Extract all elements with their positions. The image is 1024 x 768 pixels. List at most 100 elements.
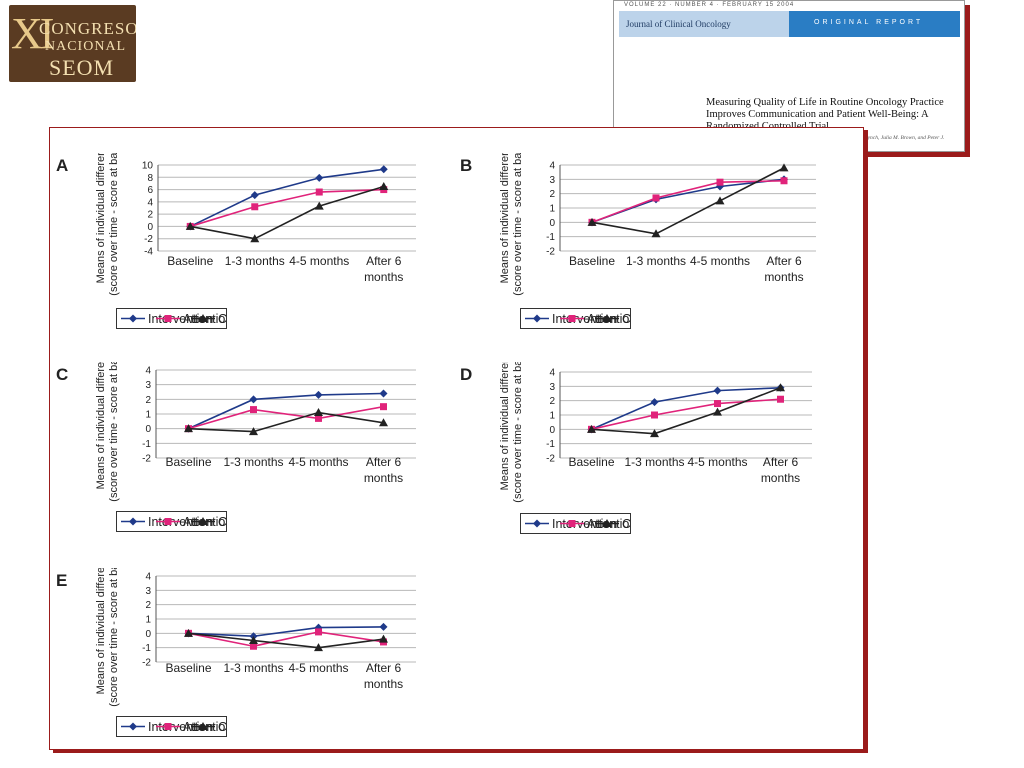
y-tick-label: -4	[144, 247, 153, 258]
x-tick-label: 1-3 months	[223, 455, 283, 469]
x-tick-label: After 6	[763, 455, 799, 469]
data-point-control	[379, 182, 389, 190]
data-point-control	[779, 163, 789, 172]
data-point-attention-control	[780, 177, 788, 185]
data-point-control	[314, 201, 324, 210]
series-line-intervention	[591, 386, 781, 431]
x-tick-label: After 6	[766, 254, 802, 268]
y-tick-label: 0	[549, 425, 555, 436]
data-point-control	[587, 424, 596, 433]
data-point-control	[713, 407, 722, 416]
paper-volume-line: VOLUME 22 · NUMBER 4 · FEBRUARY 15 2004	[624, 2, 795, 8]
y-tick-label: 0	[549, 218, 555, 229]
legend-marker-intervention	[129, 314, 137, 323]
data-point-control	[587, 217, 597, 226]
x-tick-label: 4-5 months	[288, 661, 348, 675]
x-tick-label: 1-3 months	[223, 661, 283, 675]
x-tick-label: 1-3 months	[626, 254, 686, 268]
y-axis-label: Means of individual differences	[95, 568, 107, 694]
legend-marker-attention-control	[568, 520, 576, 527]
y-tick-label: 10	[142, 161, 154, 172]
x-tick-label: After 6	[366, 661, 402, 675]
data-point-control	[379, 634, 388, 643]
data-point-intervention	[379, 389, 388, 398]
journal-band	[619, 11, 789, 37]
y-tick-label: 1	[145, 410, 151, 421]
chart-panel-c: C Means of individual differences (score o…	[56, 362, 416, 502]
chart-legend: InterventionAttention-controlControl	[520, 513, 631, 534]
panel-letter: B	[460, 156, 472, 175]
y-tick-label: -2	[142, 658, 151, 669]
chart-panel-a: A Means of individual differences (score o…	[56, 153, 416, 296]
y-tick-label: 4	[147, 197, 153, 208]
x-tick-label: 1-3 months	[624, 455, 684, 469]
y-tick-label: 2	[145, 395, 151, 406]
legend-marker-attention-control	[164, 723, 172, 730]
legend-label-intervention: Intervention	[552, 517, 617, 531]
x-tick-label: 4-5 months	[687, 455, 747, 469]
legend-entries: InterventionAttention-controlControl	[525, 517, 630, 531]
y-tick-label: 8	[147, 173, 153, 184]
legend-label-control: Control	[622, 312, 630, 326]
y-axis-label: (score over time - score at baseline)	[108, 568, 120, 707]
y-axis-label: (score over time - score at baseline)	[512, 362, 524, 503]
legend-label-control: Control	[622, 517, 630, 531]
chart-legend: InterventionAttention-controlControl	[116, 511, 227, 532]
data-point-intervention	[713, 386, 722, 395]
panel-letter: C	[56, 365, 68, 384]
x-tick-label: 4-5 months	[288, 455, 348, 469]
legend-marker-intervention	[129, 722, 137, 731]
y-tick-label: 2	[147, 210, 153, 221]
legend-marker-control	[198, 314, 208, 322]
series-line-attention-control	[591, 398, 781, 431]
data-point-intervention	[315, 173, 324, 182]
legend-label-intervention: Intervention	[148, 720, 213, 734]
data-point-attention-control	[777, 395, 784, 403]
data-point-attention-control	[652, 194, 660, 202]
y-tick-label: 2	[549, 189, 555, 200]
y-tick-label: -1	[546, 232, 555, 243]
y-tick-label: 3	[145, 380, 151, 391]
y-tick-label: -2	[142, 454, 151, 465]
legend-label-intervention: Intervention	[148, 515, 213, 529]
chart-panel-d: D Means of individual differences (score o…	[460, 362, 812, 503]
logo-line-nacional: NACIONAL	[45, 39, 127, 54]
y-tick-label: 4	[549, 161, 555, 172]
legend-marker-control	[602, 519, 612, 527]
data-point-control	[715, 196, 725, 205]
chart-legend: InterventionAttention-controlControl	[520, 308, 631, 329]
x-tick-label: Baseline	[167, 254, 213, 268]
x-tick-label: 4-5 months	[289, 254, 349, 268]
data-point-control	[379, 418, 388, 427]
data-point-control	[184, 628, 193, 637]
x-tick-label: months	[364, 270, 403, 284]
y-axis-label: Means of individual differences	[95, 362, 107, 489]
series-line-attention-control	[190, 188, 384, 228]
x-tick-label: After 6	[366, 254, 402, 268]
x-tick-label: months	[364, 677, 403, 691]
series-line-control	[188, 632, 384, 649]
data-point-attention-control	[651, 411, 658, 419]
data-point-control	[314, 408, 323, 417]
series-line-intervention	[189, 168, 384, 228]
y-tick-label: 0	[145, 629, 151, 640]
x-tick-label: months	[761, 471, 800, 485]
series-line-attention-control	[591, 179, 785, 224]
legend-entries: InterventionAttention-controlControl	[121, 312, 226, 326]
series-line-control	[591, 167, 785, 235]
legend-label-intervention: Intervention	[148, 312, 213, 326]
y-tick-label: -2	[546, 454, 555, 465]
data-point-attention-control	[716, 178, 724, 186]
y-tick-label: -1	[142, 643, 151, 654]
y-tick-label: 6	[147, 185, 153, 196]
y-axis-label: (score over time - score at baseline)	[108, 362, 120, 502]
y-tick-label: 3	[549, 175, 555, 186]
legend-entries: InterventionAttention-controlControl	[121, 720, 226, 734]
series-line-attention-control	[188, 405, 384, 430]
y-tick-label: -2	[144, 234, 153, 245]
y-tick-label: 3	[549, 382, 555, 393]
legend-marker-attention-control	[568, 315, 576, 322]
legend-marker-attention-control	[164, 518, 172, 525]
x-tick-label: months	[364, 471, 403, 485]
y-axis-label: Means of individual differences	[499, 362, 511, 490]
